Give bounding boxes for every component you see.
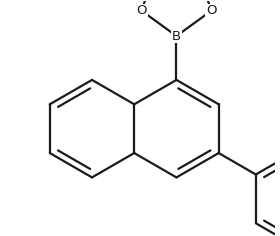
Text: B: B: [172, 30, 181, 42]
Text: O: O: [206, 4, 216, 17]
Text: O: O: [136, 4, 147, 17]
